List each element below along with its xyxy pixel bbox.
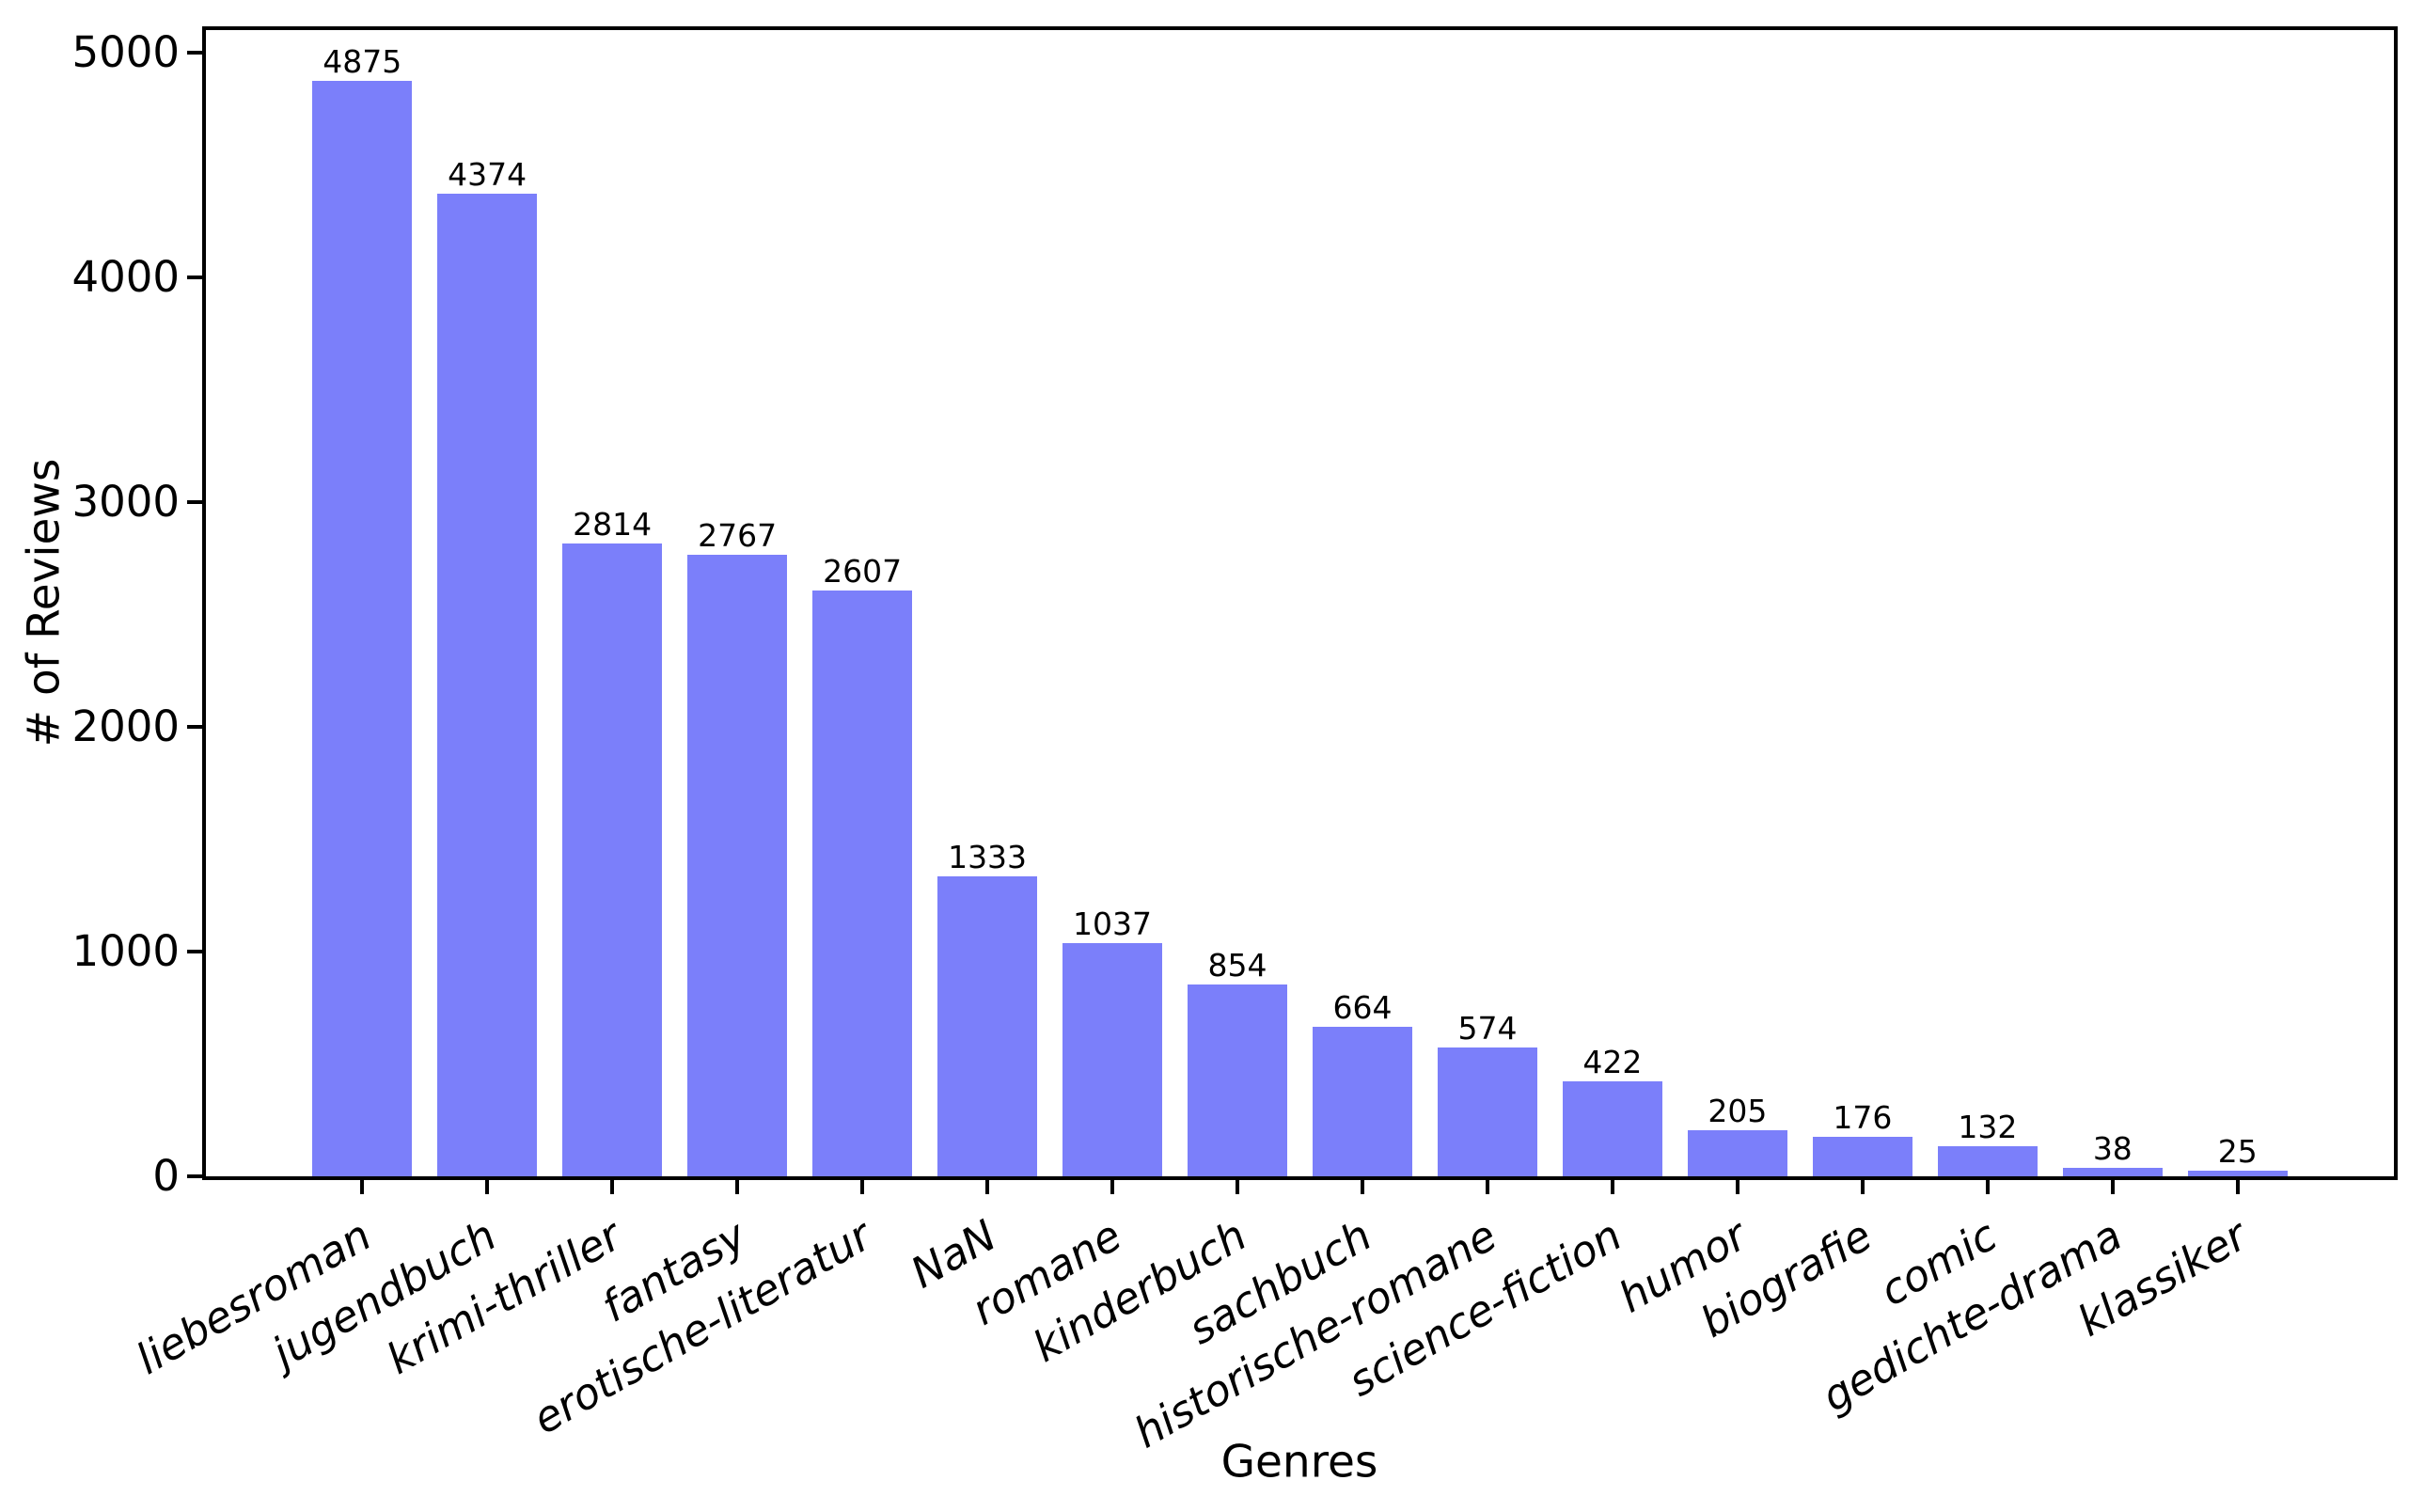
bar-sachbuch (1312, 1027, 1413, 1176)
bar-value-label-jugendbuch: 4374 (448, 155, 527, 193)
bar-historische-romane (1437, 1047, 1538, 1176)
bar-value-label-NaN: 1333 (948, 839, 1028, 876)
bar-value-label-humor: 205 (1708, 1093, 1768, 1130)
bar-jugendbuch (436, 193, 538, 1176)
x-tick-mark (1610, 1180, 1614, 1194)
x-tick-mark (2110, 1180, 2115, 1194)
y-tick-mark (187, 724, 202, 729)
x-tick-mark (1236, 1180, 1239, 1194)
x-tick-mark (1735, 1180, 1739, 1194)
x-tick-mark (985, 1180, 990, 1194)
bar-value-label-historische-romane: 574 (1457, 1009, 1518, 1047)
y-tick-mark (187, 499, 202, 504)
bar-value-label-erotische-literatur: 2607 (823, 552, 903, 590)
y-tick-label-3000: 3000 (71, 476, 180, 527)
x-tick-mark (735, 1180, 740, 1194)
x-tick-mark (485, 1180, 490, 1194)
bar-NaN (937, 876, 1038, 1176)
bar-humor (1687, 1130, 1788, 1176)
y-tick-mark (187, 949, 202, 953)
y-tick-label-5000: 5000 (71, 26, 180, 77)
y-tick-label-1000: 1000 (71, 925, 180, 976)
x-tick-mark (1360, 1180, 1364, 1194)
bar-liebesroman (312, 80, 413, 1176)
bar-fantasy (686, 554, 788, 1176)
x-tick-mark (1485, 1180, 1489, 1194)
x-tick-mark (2235, 1180, 2240, 1194)
y-tick-label-4000: 4000 (71, 251, 180, 302)
bar-value-label-gedichte-drama: 38 (2092, 1129, 2133, 1167)
bar-value-label-fantasy: 2767 (698, 516, 778, 554)
bar-romane (1062, 943, 1163, 1176)
bar-krimi-thriller (561, 543, 663, 1176)
x-tick-mark (1110, 1180, 1115, 1194)
bar-value-label-krimi-thriller: 2814 (573, 506, 653, 543)
bar-science-fiction (1562, 1081, 1663, 1176)
bar-kinderbuch (1187, 984, 1288, 1176)
plot-area: 4875 4374 2814 2767 2607 1333 1037 854 664 574 422… (202, 26, 2398, 1180)
bar-value-label-klassiker: 25 (2217, 1133, 2258, 1171)
x-tick-mark (610, 1180, 615, 1194)
bar-gedichte-drama (2062, 1167, 2163, 1176)
bar-value-label-science-fiction: 422 (1582, 1044, 1643, 1081)
bar-biografie (1812, 1136, 1913, 1176)
bar-value-label-romane: 1037 (1073, 906, 1153, 943)
y-tick-mark (187, 50, 202, 55)
y-tick-mark (187, 275, 202, 279)
x-tick-mark (1985, 1180, 1990, 1194)
y-tick-mark (187, 1174, 202, 1178)
bar-value-label-comic: 132 (1958, 1109, 2018, 1146)
bar-value-label-biografie: 176 (1833, 1098, 1893, 1136)
bar-value-label-liebesroman: 4875 (323, 42, 402, 80)
bar-value-label-sachbuch: 664 (1332, 989, 1393, 1027)
y-tick-label-2000: 2000 (71, 701, 180, 751)
x-tick-mark (860, 1180, 865, 1194)
bar-value-label-kinderbuch: 854 (1207, 946, 1267, 984)
bar-comic (1937, 1146, 2038, 1176)
bar-erotische-literatur (811, 590, 913, 1176)
x-axis-label: Genres (1220, 1436, 1378, 1488)
x-tick-mark (360, 1180, 365, 1194)
bar-klassiker (2187, 1171, 2288, 1176)
y-tick-label-0: 0 (152, 1151, 180, 1201)
x-tick-mark (1860, 1180, 1865, 1194)
